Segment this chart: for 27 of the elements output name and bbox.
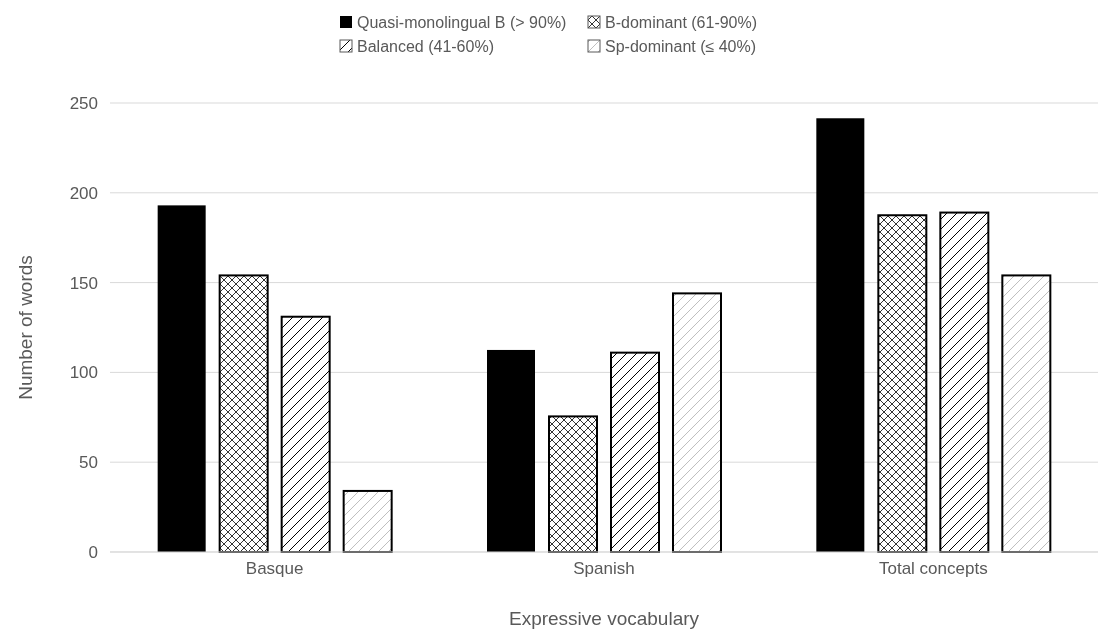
bar — [610, 351, 660, 553]
legend-label: Balanced (41-60%) — [357, 37, 494, 55]
x-axis-title: Expressive vocabulary — [508, 608, 700, 629]
legend-label: B-dominant (61-90%) — [605, 13, 758, 31]
x-tick-label: Spanish — [573, 559, 635, 578]
bar — [548, 415, 598, 553]
y-tick-label: 0 — [88, 542, 98, 562]
bar — [877, 214, 928, 553]
y-tick-label: 150 — [69, 273, 98, 293]
bar — [816, 118, 865, 552]
bar — [342, 489, 393, 553]
y-tick-label: 250 — [69, 93, 98, 113]
bar — [487, 349, 535, 552]
bar — [1001, 274, 1052, 553]
legend-label: Quasi-monolingual B (> 90%) — [357, 13, 567, 31]
bar — [157, 205, 206, 552]
bar — [939, 211, 990, 553]
bar — [218, 274, 269, 553]
y-tick-label: 50 — [79, 453, 98, 473]
x-tick-label: Basque — [245, 559, 304, 578]
legend-label: Sp-dominant (≤ 40%) — [605, 37, 757, 55]
y-tick-label: 100 — [69, 363, 98, 383]
bar — [672, 292, 722, 553]
y-axis-title: Number of words — [15, 255, 36, 400]
x-tick-label: Total concepts — [878, 559, 988, 578]
y-tick-label: 200 — [69, 183, 98, 203]
bar — [280, 315, 331, 553]
